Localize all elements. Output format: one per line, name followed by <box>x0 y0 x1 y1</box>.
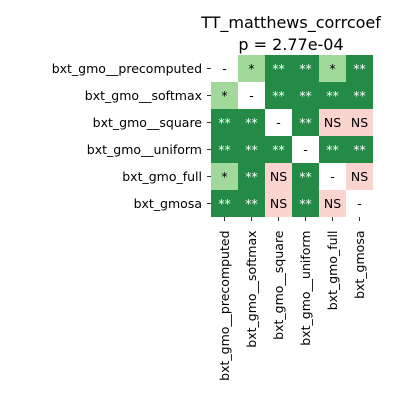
cell-significance-label: * <box>221 88 227 103</box>
heatmap-cell <box>292 190 319 217</box>
column-label: bxt_gmo__precomputed <box>217 231 232 381</box>
heatmap-cell <box>346 109 373 136</box>
cell-significance-label: NS <box>324 115 341 130</box>
heatmap-cell <box>211 109 238 136</box>
heatmap-cell <box>292 82 319 109</box>
heatmap-cells: - * ** ** * *** - ** ** ** **** ** - ** NS NS** ** ** - ** *… <box>211 55 373 217</box>
cell-significance-label: ** <box>218 196 231 211</box>
cell-significance-label: * <box>221 169 227 184</box>
heatmap-cell <box>238 136 265 163</box>
heatmap-cell <box>292 163 319 190</box>
heatmap-cell <box>238 55 265 82</box>
chart-title: TT_matthews_corrcoef <box>200 13 381 33</box>
column-label: bxt_gmo__square <box>271 230 286 340</box>
cell-significance-label: ** <box>353 142 366 157</box>
chart-subtitle: p = 2.77e-04 <box>238 35 343 54</box>
cell-significance-label: ** <box>326 142 339 157</box>
cell-significance-label: ** <box>299 169 312 184</box>
heatmap-cell <box>211 55 238 82</box>
cell-significance-label: ** <box>245 115 258 130</box>
cell-significance-label: - <box>303 142 308 157</box>
cell-significance-label: ** <box>353 88 366 103</box>
heatmap-cell <box>211 190 238 217</box>
heatmap-cell <box>265 82 292 109</box>
cell-significance-label: ** <box>245 169 258 184</box>
cell-significance-label: ** <box>353 61 366 76</box>
heatmap-cell <box>319 136 346 163</box>
heatmap-cell <box>211 82 238 109</box>
cell-significance-label: - <box>249 88 254 103</box>
column-label: bxt_gmo_full <box>325 231 340 311</box>
cell-significance-label: ** <box>299 115 312 130</box>
cell-significance-label: NS <box>270 196 287 211</box>
cell-significance-label: ** <box>245 142 258 157</box>
heatmap-cell <box>319 55 346 82</box>
cell-significance-label: - <box>222 61 227 76</box>
cell-significance-label: ** <box>218 142 231 157</box>
cell-significance-label: ** <box>299 88 312 103</box>
heatmap-cell <box>292 109 319 136</box>
column-labels: bxt_gmo__precomputed bxt_gmo__softmax bxt_… <box>217 217 367 381</box>
heatmap-cell <box>211 136 238 163</box>
heatmap-cell <box>265 190 292 217</box>
heatmap-cell <box>265 136 292 163</box>
row-labels: bxt_gmo__precomputed bxt_gmo__softmax bxt_… <box>52 61 211 211</box>
cell-significance-label: ** <box>272 88 285 103</box>
cell-significance-label: NS <box>270 169 287 184</box>
row-label: bxt_gmo__precomputed <box>52 61 202 76</box>
cell-significance-label: NS <box>351 115 368 130</box>
heatmap-cell <box>319 163 346 190</box>
heatmap-cell <box>211 163 238 190</box>
column-label: bxt_gmosa <box>352 231 367 299</box>
cell-significance-label: ** <box>272 142 285 157</box>
row-label: bxt_gmo_full <box>122 169 202 184</box>
heatmap-cell <box>292 136 319 163</box>
row-label: bxt_gmo__uniform <box>87 142 202 157</box>
heatmap-cell <box>238 190 265 217</box>
cell-significance-label: NS <box>351 169 368 184</box>
cell-significance-label: ** <box>218 115 231 130</box>
heatmap-cell <box>319 190 346 217</box>
heatmap-cell <box>346 136 373 163</box>
heatmap-cell <box>346 163 373 190</box>
heatmap-cell <box>292 55 319 82</box>
cell-significance-label: ** <box>299 61 312 76</box>
cell-significance-label: - <box>357 196 362 211</box>
heatmap-cell <box>265 55 292 82</box>
cell-significance-label: NS <box>324 196 341 211</box>
row-label: bxt_gmo__square <box>93 115 203 130</box>
heatmap-cell <box>238 82 265 109</box>
cell-significance-label: ** <box>272 61 285 76</box>
column-label: bxt_gmo__softmax <box>244 231 259 348</box>
heatmap-cell <box>265 163 292 190</box>
heatmap-cell <box>346 82 373 109</box>
cell-significance-label: ** <box>326 88 339 103</box>
row-label: bxt_gmosa <box>134 196 202 211</box>
cell-significance-label: - <box>276 115 281 130</box>
heatmap-cell <box>319 82 346 109</box>
heatmap-cell <box>238 109 265 136</box>
cell-significance-label: ** <box>299 196 312 211</box>
heatmap-cell <box>346 190 373 217</box>
heatmap-cell <box>319 109 346 136</box>
cell-significance-label: * <box>248 61 254 76</box>
cell-significance-label: - <box>330 169 335 184</box>
cell-significance-label: ** <box>245 196 258 211</box>
column-label: bxt_gmo__uniform <box>298 231 313 346</box>
row-label: bxt_gmo__softmax <box>85 88 202 103</box>
heatmap-cell <box>265 109 292 136</box>
heatmap-cell <box>238 163 265 190</box>
cell-significance-label: * <box>329 61 335 76</box>
heatmap-cell <box>346 55 373 82</box>
